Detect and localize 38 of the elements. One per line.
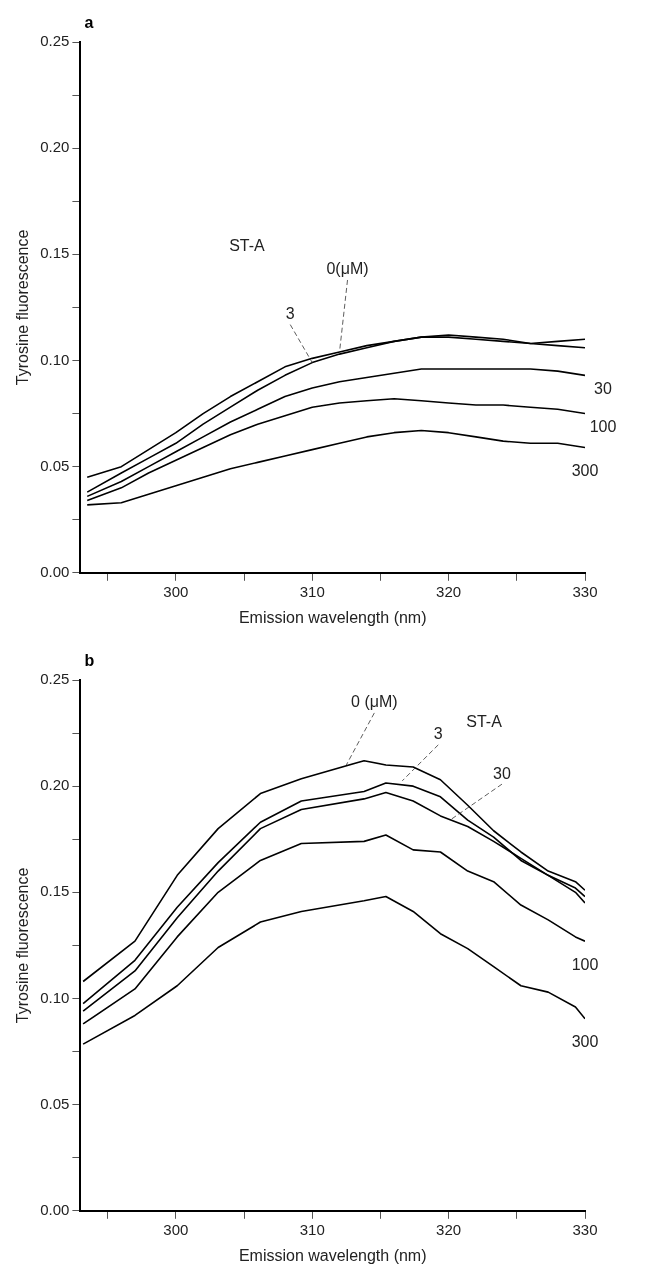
- y-tick-label: 0.20: [40, 138, 70, 156]
- x-axis-title: Emission wavelength (nm): [238, 1246, 427, 1264]
- annotation: ST-A: [466, 712, 503, 730]
- annotation: 100: [571, 955, 599, 973]
- x-tick-label: 300: [163, 582, 189, 600]
- y-tick-label: 0.15: [40, 244, 70, 262]
- annotation: ST-A: [229, 236, 266, 254]
- y-tick-label: 0.10: [40, 350, 70, 368]
- y-axis-title: Tyrosine fluorescence: [14, 229, 32, 386]
- y-tick-label: 0.25: [40, 32, 70, 50]
- y-tick-label: 0.20: [40, 776, 70, 794]
- y-axis-title: Tyrosine fluorescence: [14, 867, 32, 1024]
- y-tick-label: 0.15: [40, 882, 70, 900]
- y-tick-label: 0.05: [40, 456, 70, 474]
- chart-title: a: [84, 14, 94, 32]
- x-tick-label: 320: [436, 582, 462, 600]
- y-tick-label: 0.00: [40, 1200, 70, 1218]
- annotation: 100: [589, 417, 617, 435]
- y-tick-label: 0.05: [40, 1094, 70, 1112]
- annotation: 3: [285, 305, 295, 323]
- y-tick-label: 0.25: [40, 670, 70, 688]
- y-tick-label: 0.00: [40, 562, 70, 580]
- annotation: 30: [594, 379, 612, 397]
- annotation: 0 (μM): [351, 693, 398, 711]
- x-tick-label: 310: [299, 1220, 325, 1238]
- x-tick-label: 330: [572, 1220, 598, 1238]
- chart-title: b: [84, 652, 95, 670]
- x-tick-label: 300: [163, 1220, 189, 1238]
- annotation: 300: [571, 1033, 599, 1051]
- y-tick-label: 0.10: [40, 988, 70, 1006]
- annotation: 3: [433, 725, 443, 743]
- x-tick-label: 330: [572, 582, 598, 600]
- x-axis-title: Emission wavelength (nm): [238, 608, 427, 626]
- annotation: 0(μM): [326, 260, 369, 278]
- x-tick-label: 310: [299, 582, 325, 600]
- x-tick-label: 320: [436, 1220, 462, 1238]
- annotation: 30: [493, 764, 511, 782]
- annotation: 300: [571, 461, 599, 479]
